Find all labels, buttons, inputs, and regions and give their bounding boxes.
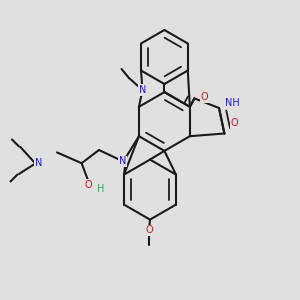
Text: O: O — [230, 118, 238, 128]
Text: N: N — [119, 156, 126, 166]
Text: H: H — [97, 184, 104, 194]
Text: N: N — [139, 85, 146, 95]
Text: NH: NH — [225, 98, 240, 108]
Text: O: O — [146, 225, 153, 236]
Text: N: N — [35, 158, 42, 169]
Text: O: O — [200, 92, 208, 102]
Text: O: O — [85, 179, 92, 190]
